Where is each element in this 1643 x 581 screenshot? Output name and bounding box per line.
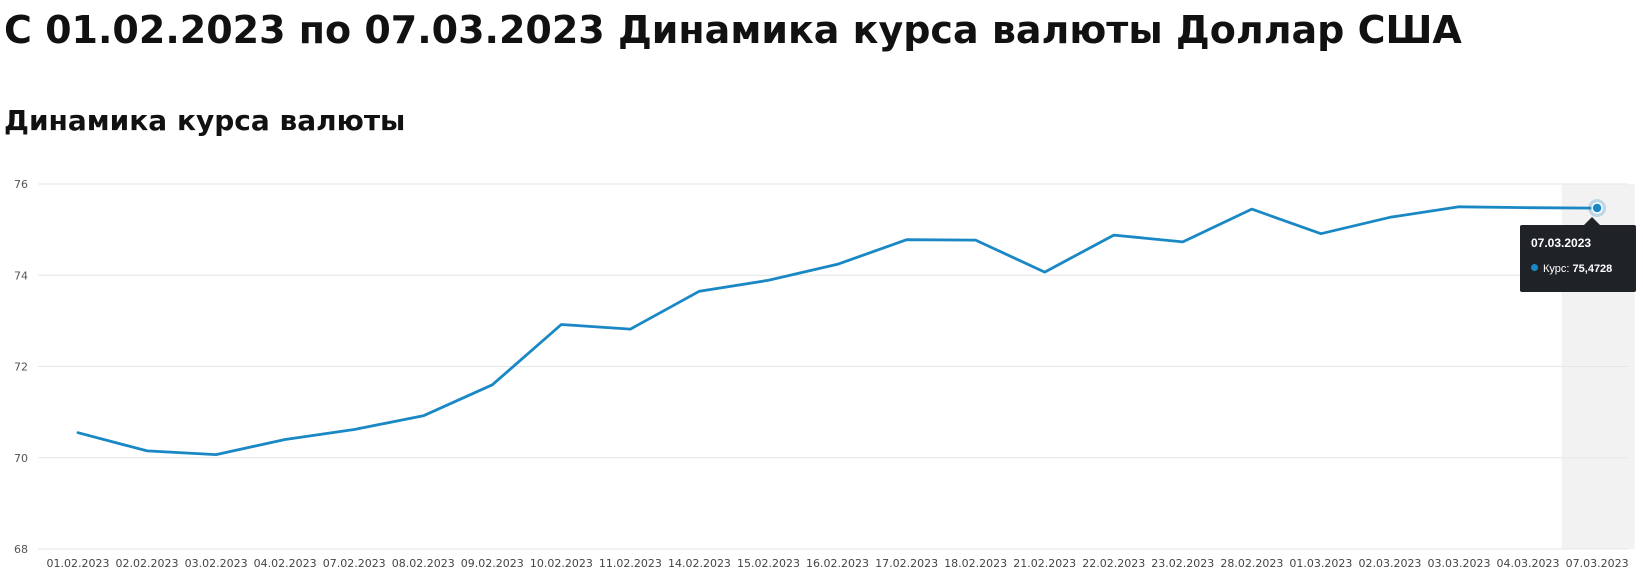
x-tick-label: 09.02.2023 [461,557,524,570]
x-tick-label: 17.02.2023 [875,557,938,570]
data-point [1388,216,1391,219]
data-point [1591,202,1603,214]
x-tick-label: 18.02.2023 [944,557,1007,570]
page-title: С 01.02.2023 по 07.03.2023 Динамика курс… [4,8,1462,52]
data-point [1319,232,1322,235]
data-point [1112,234,1115,237]
x-tick-label: 21.02.2023 [1013,557,1076,570]
y-tick-label: 72 [14,361,28,374]
data-point [1527,206,1530,209]
data-point [284,438,287,441]
section-title: Динамика курса валюты [4,104,406,137]
y-tick-label: 68 [14,543,28,556]
chart-tooltip: 07.03.2023 Курс: 75,4728 [1520,217,1636,292]
x-tick-label: 03.03.2023 [1428,557,1491,570]
data-point [629,328,632,331]
data-point [1181,240,1184,243]
tooltip-label: Курс: [1543,263,1570,275]
x-tick-label: 22.02.2023 [1082,557,1145,570]
x-tick-label: 01.02.2023 [47,557,110,570]
tooltip-row: Курс: 75,4728 [1531,263,1612,275]
tooltip-series-dot-icon [1531,264,1538,271]
data-point [905,238,908,241]
data-point [353,428,356,431]
x-tick-label: 15.02.2023 [737,557,800,570]
data-point [77,431,80,434]
x-tick-label: 03.02.2023 [185,557,248,570]
y-tick-label: 74 [14,269,28,282]
data-point [1250,208,1253,211]
data-point [560,323,563,326]
tooltip-date: 07.03.2023 [1531,236,1592,250]
x-tick-label: 01.03.2023 [1289,557,1352,570]
data-point [1458,205,1461,208]
data-point [1043,271,1046,274]
data-point [767,279,770,282]
data-point [698,290,701,293]
x-tick-label: 08.02.2023 [392,557,455,570]
x-tick-label: 10.02.2023 [530,557,593,570]
x-tick-label: 11.02.2023 [599,557,662,570]
tooltip-value: 75,4728 [1572,263,1613,275]
x-tick-label: 02.02.2023 [116,557,179,570]
data-point [491,383,494,386]
y-tick-label: 76 [14,178,28,191]
x-tick-label: 07.02.2023 [323,557,386,570]
x-tick-label: 07.03.2023 [1566,557,1629,570]
x-tick-label: 16.02.2023 [806,557,869,570]
series-line-kurs [76,205,1599,457]
data-point [146,449,149,452]
x-tick-label: 23.02.2023 [1151,557,1214,570]
x-tick-label: 04.03.2023 [1497,557,1560,570]
x-tick-label: 28.02.2023 [1220,557,1283,570]
x-tick-label: 04.02.2023 [254,557,317,570]
data-point [215,453,218,456]
data-point [422,414,425,417]
y-tick-label: 70 [14,452,28,465]
data-point [974,239,977,242]
data-point [836,263,839,266]
x-tick-label: 02.03.2023 [1358,557,1421,570]
x-tick-label: 14.02.2023 [668,557,731,570]
